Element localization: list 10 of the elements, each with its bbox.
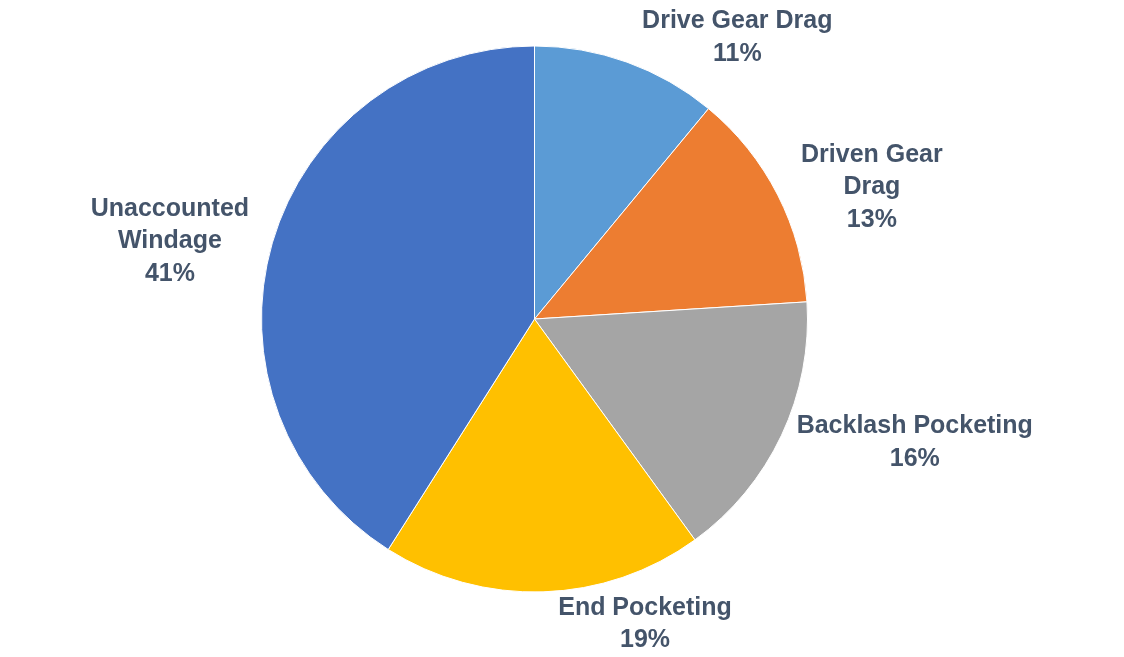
slice-label: Driven Gear Drag (800, 138, 943, 200)
slice-label: End Pocketing (558, 591, 732, 620)
data-label: 11% (712, 37, 762, 66)
slice-label: Backlash Pocketing (796, 410, 1033, 439)
slice-label: Unaccounted Windage (90, 192, 250, 254)
slice-label: Drive Gear Drag (642, 5, 833, 34)
data-label: 41% (144, 257, 195, 286)
data-label: 16% (889, 442, 940, 471)
data-label: 19% (620, 624, 671, 653)
data-label: 13% (846, 203, 897, 232)
